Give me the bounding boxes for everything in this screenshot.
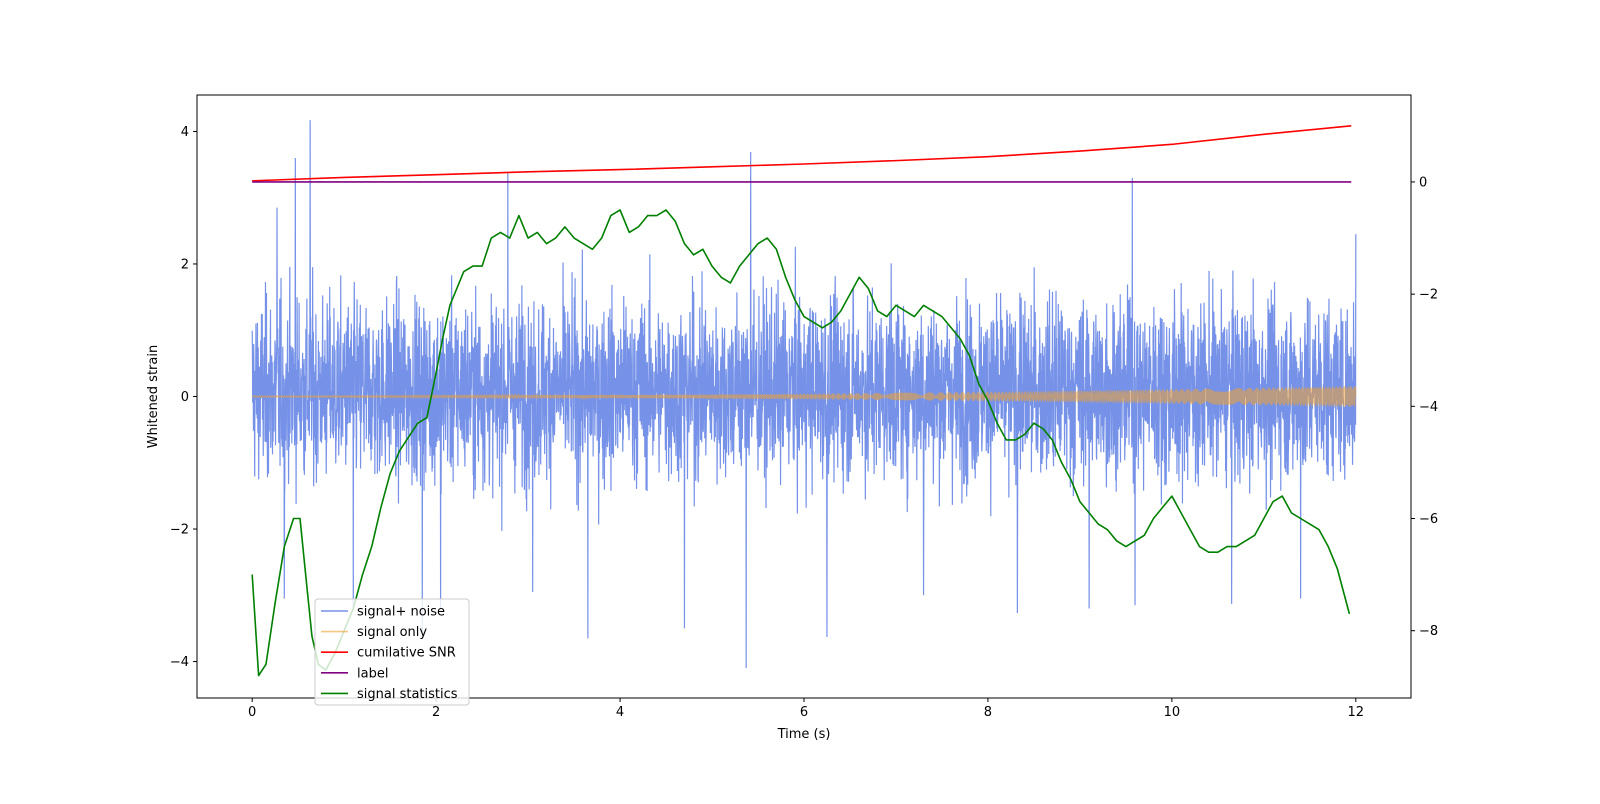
series-signal-only xyxy=(251,385,1357,407)
legend: signal+ noise signal only cumilative SNR la… xyxy=(314,598,470,706)
right-axis-series-layer xyxy=(251,125,1352,677)
x-tick-label: 10 xyxy=(1164,705,1181,720)
x-tick-label: 6 xyxy=(800,705,808,720)
legend-label: signal only xyxy=(357,625,427,640)
series-signal-plus-noise xyxy=(251,120,1357,669)
y2-tick-label: −4 xyxy=(1419,400,1438,415)
legend-label: signal statistics xyxy=(357,687,458,702)
x-tick-label: 0 xyxy=(248,705,256,720)
x-tick-label: 4 xyxy=(616,705,624,720)
y-tick-label: 0 xyxy=(181,390,189,405)
x-tick-label: 12 xyxy=(1348,705,1365,720)
y2-tick-label: −6 xyxy=(1419,512,1438,527)
y-axis-label: Whitened strain xyxy=(146,345,161,448)
y2-tick-label: 0 xyxy=(1419,175,1427,190)
y-tick-label: 2 xyxy=(181,257,189,272)
axes-layer: 0 2 4 6 8 10 12 −4 −2 0 2 4 −8 −6 −4 −2 0 xyxy=(170,94,1438,720)
x-tick-label: 2 xyxy=(432,705,440,720)
y2-tick-label: −2 xyxy=(1419,288,1438,303)
x-axis-label: Time (s) xyxy=(777,727,831,742)
legend-box xyxy=(314,598,470,706)
series-cumilative-snr xyxy=(252,125,1352,182)
legend-label: cumilative SNR xyxy=(357,646,456,661)
noise-series-layer xyxy=(251,120,1357,669)
legend-label: signal+ noise xyxy=(357,605,445,620)
y2-tick-label: −8 xyxy=(1419,624,1438,639)
y-tick-label: −2 xyxy=(170,523,189,538)
series-signal-statistics xyxy=(251,209,1351,677)
y-tick-label: 4 xyxy=(181,125,189,140)
legend-label: label xyxy=(357,666,388,681)
signal-series-layer xyxy=(251,385,1357,407)
x-tick-label: 8 xyxy=(984,705,992,720)
y-tick-label: −4 xyxy=(170,655,189,670)
